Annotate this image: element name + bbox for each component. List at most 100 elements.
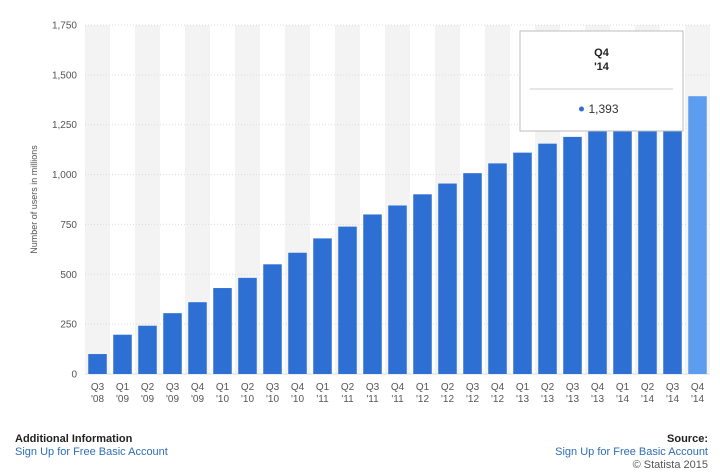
- x-tick-label-year: '09: [141, 394, 154, 405]
- x-tick-label-year: '09: [191, 394, 204, 405]
- x-tick-label-year: '12: [491, 394, 504, 405]
- x-tick-label-quarter: Q1: [316, 382, 330, 393]
- additional-signup-link[interactable]: Sign Up for Free Basic Account: [15, 446, 168, 458]
- bar[interactable]: [488, 163, 507, 374]
- x-tick-label-quarter: Q3: [166, 382, 180, 393]
- y-tick-label: 500: [60, 270, 77, 281]
- bar[interactable]: [288, 252, 307, 374]
- x-tick-label-quarter: Q2: [441, 382, 455, 393]
- tooltip-title-year: '14: [594, 61, 610, 73]
- bar[interactable]: [688, 96, 707, 375]
- y-tick-label: 0: [71, 370, 77, 381]
- bar[interactable]: [113, 334, 132, 374]
- source-signup-link[interactable]: Sign Up for Free Basic Account: [555, 446, 708, 458]
- bar[interactable]: [388, 205, 407, 374]
- x-tick-label-quarter: Q2: [141, 382, 155, 393]
- y-tick-label: 1,000: [52, 170, 77, 181]
- x-tick-label-year: '13: [591, 394, 604, 405]
- x-tick-label-quarter: Q3: [666, 382, 680, 393]
- x-tick-label-year: '14: [666, 394, 679, 405]
- source-title: Source:: [667, 433, 708, 445]
- x-tick-label-year: '10: [216, 394, 229, 405]
- x-tick-label-year: '10: [291, 394, 304, 405]
- x-tick-label-quarter: Q3: [566, 382, 580, 393]
- x-tick-label-year: '11: [341, 394, 354, 405]
- y-axis-title: Number of users in millions: [29, 145, 39, 254]
- x-tick-label-year: '12: [441, 394, 454, 405]
- x-tick-label-quarter: Q4: [491, 382, 505, 393]
- y-tick-label: 1,750: [52, 21, 77, 32]
- background-band: [135, 25, 160, 374]
- bar[interactable]: [213, 288, 232, 374]
- x-tick-label-year: '11: [366, 394, 379, 405]
- source-info: Source: Sign Up for Free Basic Account ©…: [555, 433, 708, 472]
- bar[interactable]: [238, 277, 257, 374]
- bar[interactable]: [563, 136, 582, 374]
- y-axis-ticks: 0 250 500 750 1,000 1,250 1,500 1,750: [52, 21, 77, 381]
- x-tick-label-quarter: Q3: [366, 382, 380, 393]
- bar-series: [88, 96, 707, 375]
- bar[interactable]: [638, 111, 657, 374]
- x-tick-label-year: '13: [566, 394, 579, 405]
- bar[interactable]: [413, 194, 432, 374]
- copyright-text: © Statista 2015: [632, 459, 708, 471]
- additional-information: Additional Information Sign Up for Free …: [15, 433, 168, 459]
- bar[interactable]: [363, 214, 382, 374]
- tooltip-series-dot: [579, 106, 584, 112]
- x-tick-label-year: '09: [116, 394, 129, 405]
- bar[interactable]: [513, 152, 532, 374]
- x-tick-label-quarter: Q1: [516, 382, 530, 393]
- bar[interactable]: [338, 226, 357, 374]
- x-tick-label-quarter: Q3: [466, 382, 480, 393]
- y-tick-label: 750: [60, 220, 77, 231]
- x-tick-label-quarter: Q2: [241, 382, 255, 393]
- x-tick-label-quarter: Q3: [91, 382, 105, 393]
- background-band: [85, 25, 110, 374]
- x-tick-label-year: '12: [466, 394, 479, 405]
- x-tick-label-quarter: Q1: [216, 382, 230, 393]
- x-tick-label-quarter: Q4: [291, 382, 305, 393]
- bar[interactable]: [138, 325, 157, 374]
- tooltip: Q4 '14 1,393: [519, 30, 684, 132]
- y-tick-label: 1,500: [52, 70, 77, 81]
- y-tick-label: 250: [60, 320, 77, 331]
- x-tick-label-quarter: Q4: [591, 382, 605, 393]
- x-tick-label-quarter: Q2: [641, 382, 655, 393]
- x-tick-label-quarter: Q4: [691, 382, 705, 393]
- x-tick-label-year: '13: [541, 394, 554, 405]
- bar[interactable]: [163, 313, 182, 374]
- x-tick-label-year: '10: [241, 394, 254, 405]
- x-tick-label-quarter: Q1: [616, 382, 630, 393]
- y-tick-label: 1,250: [52, 120, 77, 131]
- additional-information-title: Additional Information: [15, 433, 133, 445]
- x-tick-label-year: '10: [266, 394, 279, 405]
- x-tick-label-year: '08: [91, 394, 104, 405]
- tooltip-box: [519, 30, 684, 132]
- bar[interactable]: [313, 238, 332, 374]
- bar[interactable]: [438, 183, 457, 374]
- x-tick-label-quarter: Q1: [416, 382, 430, 393]
- bar[interactable]: [613, 119, 632, 374]
- x-tick-label-year: '13: [516, 394, 529, 405]
- bar[interactable]: [188, 302, 207, 374]
- x-tick-label-quarter: Q4: [191, 382, 205, 393]
- bar[interactable]: [463, 173, 482, 374]
- x-tick-label-year: '11: [391, 394, 404, 405]
- x-tick-label-year: '12: [416, 394, 429, 405]
- x-tick-label-quarter: Q1: [116, 382, 130, 393]
- bar[interactable]: [538, 143, 557, 374]
- x-tick-label-year: '11: [316, 394, 329, 405]
- bar[interactable]: [663, 104, 682, 375]
- tooltip-value: 1,393: [589, 102, 619, 116]
- x-tick-label-quarter: Q3: [266, 382, 280, 393]
- x-tick-label-year: '14: [641, 394, 654, 405]
- bar[interactable]: [263, 264, 282, 374]
- x-tick-label-year: '09: [166, 394, 179, 405]
- x-tick-label-year: '14: [691, 394, 704, 405]
- tooltip-title-quarter: Q4: [594, 47, 610, 59]
- bar[interactable]: [88, 354, 107, 374]
- x-tick-label-quarter: Q2: [541, 382, 555, 393]
- x-tick-label-year: '14: [616, 394, 629, 405]
- bar[interactable]: [588, 129, 607, 374]
